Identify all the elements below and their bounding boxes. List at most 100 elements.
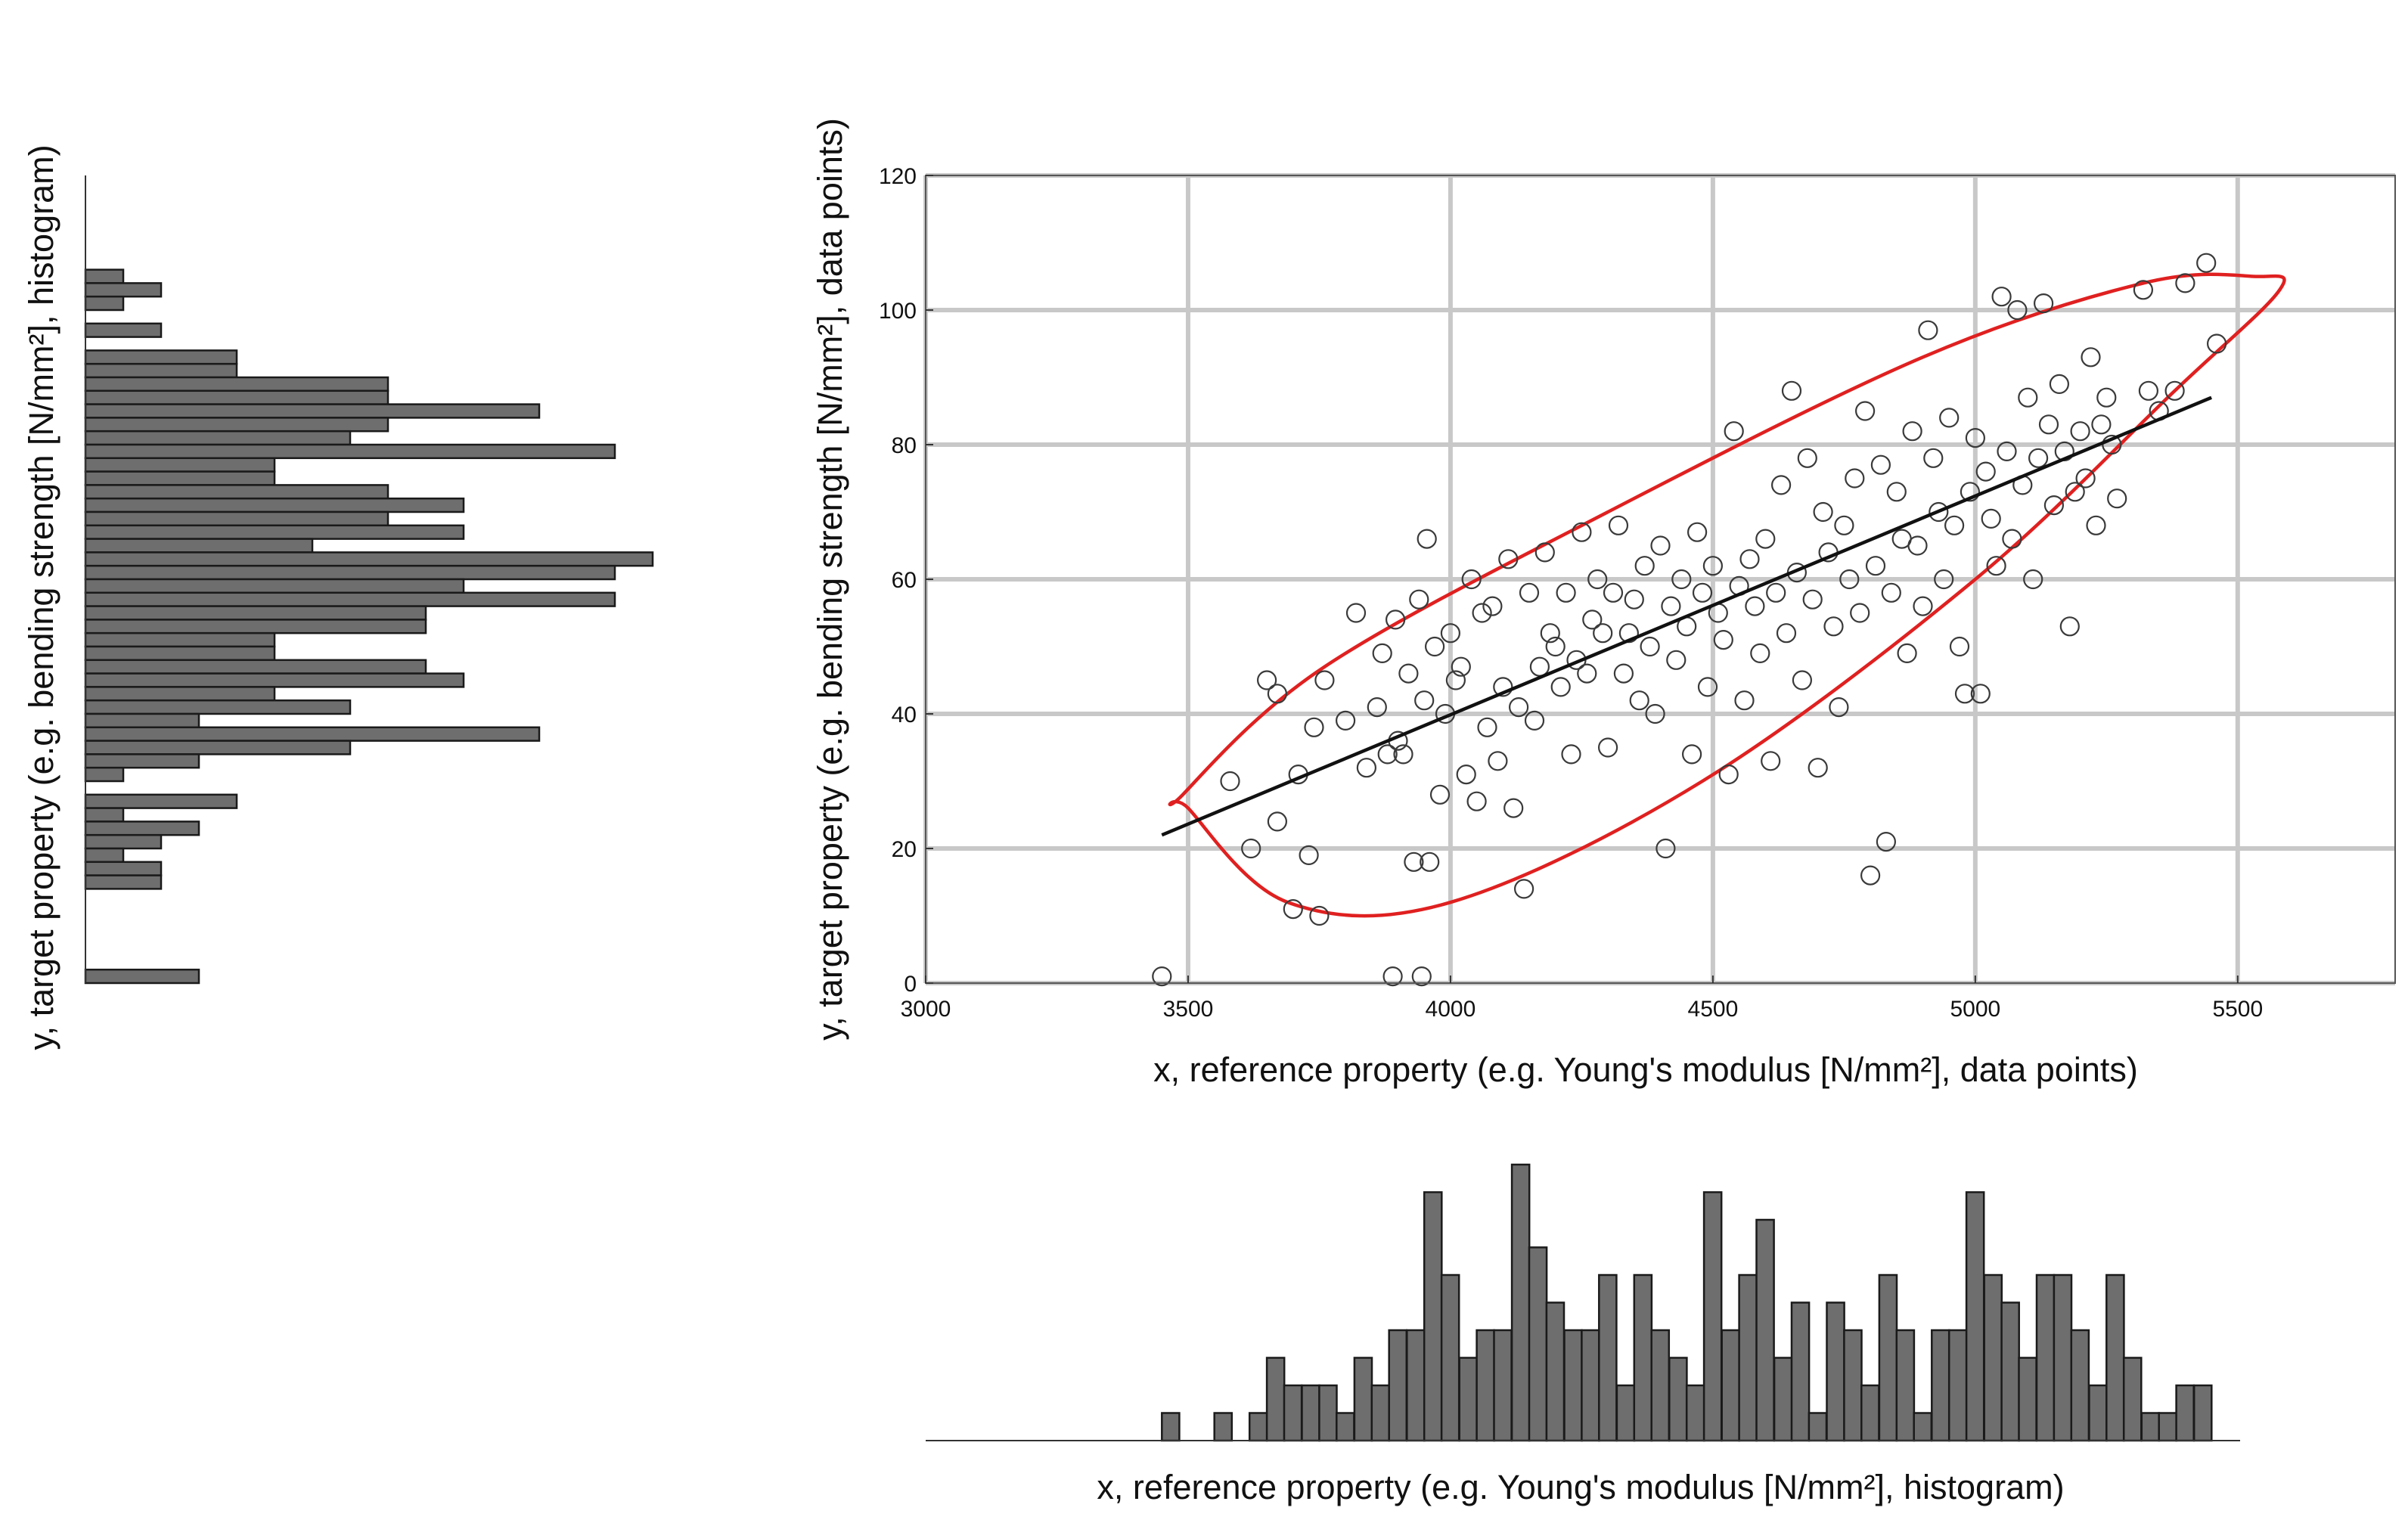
data-point <box>1671 569 1692 590</box>
data-point <box>1682 744 1702 765</box>
data-point <box>1876 831 1896 852</box>
x-histogram-bar <box>1406 1329 1426 1442</box>
data-point <box>1498 549 1519 569</box>
y-histogram-bar <box>84 712 200 729</box>
data-point <box>1309 905 1330 926</box>
y-histogram-bar <box>84 362 238 379</box>
x-histogram-bar <box>1388 1329 1408 1442</box>
y-histogram-bar <box>84 740 352 755</box>
data-point <box>1241 838 1261 859</box>
y-histogram-bar <box>84 389 389 405</box>
data-point <box>1385 610 1406 630</box>
data-point <box>1488 751 1508 771</box>
data-point <box>1855 401 1876 421</box>
data-point <box>1713 629 1733 650</box>
x-histogram-bar <box>2192 1384 2213 1442</box>
data-point <box>1865 556 1886 576</box>
data-point <box>1718 764 1739 785</box>
x-histogram-bar <box>1931 1329 1950 1442</box>
scatter-x-label: x, reference property (e.g. Young's modu… <box>1153 1050 2138 1089</box>
data-point <box>2023 569 2043 590</box>
x-histogram-bar <box>1370 1384 1391 1442</box>
data-point <box>2065 482 2085 502</box>
data-point <box>1870 454 1891 475</box>
data-point <box>2086 515 2106 535</box>
data-point <box>1545 636 1566 657</box>
x-tick-label: 4500 <box>1688 997 1739 1022</box>
y-histogram-bar <box>84 510 389 527</box>
data-point <box>1645 703 1665 724</box>
data-point <box>1650 535 1671 556</box>
y-histogram-bar <box>84 578 465 594</box>
data-point <box>1220 771 1240 792</box>
data-point <box>1508 696 1529 718</box>
data-point <box>2059 616 2080 637</box>
data-point <box>1613 663 1634 684</box>
x-histogram-bar <box>1283 1384 1303 1442</box>
confidence-ellipse <box>1168 272 2286 918</box>
data-point <box>2018 387 2038 408</box>
data-point <box>2049 374 2069 394</box>
data-point <box>2096 387 2117 408</box>
data-point <box>2175 273 2195 293</box>
x-histogram-bar <box>1650 1329 1671 1442</box>
data-point <box>1634 556 1655 576</box>
x-histogram-bar <box>2070 1329 2090 1442</box>
confidence-ellipse-group <box>1168 272 2286 918</box>
x-histogram-bar <box>1423 1191 1443 1442</box>
x-histogram-bar <box>1878 1273 1898 1442</box>
data-point <box>2002 529 2022 549</box>
y-histogram-bar <box>84 443 616 460</box>
data-point <box>1335 710 1356 731</box>
x-tick-label: 5000 <box>1950 997 2000 1022</box>
data-point <box>1424 636 1445 657</box>
data-point <box>1304 717 1324 737</box>
x-histogram-bar <box>1983 1273 2003 1442</box>
data-point <box>1860 865 1881 886</box>
data-point <box>2133 280 2153 300</box>
data-point <box>2207 333 2227 354</box>
x-histogram-bar <box>1213 1412 1233 1442</box>
x-histogram-bar <box>2035 1273 2056 1442</box>
data-point <box>1750 643 1770 664</box>
y-histogram-bar <box>84 484 389 500</box>
data-point <box>2164 380 2185 401</box>
x-histogram-bar <box>1265 1357 1286 1442</box>
x-histogram-bar <box>1808 1412 1828 1442</box>
x-histogram-bar <box>1248 1412 1268 1442</box>
data-point <box>1923 448 1944 468</box>
data-point <box>1314 670 1335 690</box>
data-point <box>1461 569 1482 590</box>
data-point <box>1393 744 1413 765</box>
y-histogram-bar <box>84 524 465 540</box>
data-point <box>1513 879 1534 899</box>
y-tick-label: 60 <box>892 568 917 593</box>
data-point <box>1445 670 1466 690</box>
data-point <box>1404 852 1424 872</box>
data-point <box>1829 696 1849 718</box>
data-point <box>1834 515 1854 535</box>
data-point <box>1377 744 1398 765</box>
data-point <box>1299 845 1319 866</box>
data-point <box>1991 287 2012 307</box>
x-histogram-bar <box>1493 1329 1513 1442</box>
data-point <box>1561 744 1581 765</box>
x-histogram-bar <box>1545 1301 1566 1442</box>
y-histogram-bar <box>84 591 616 607</box>
data-point <box>1907 535 1928 556</box>
data-point <box>2070 421 2090 442</box>
x-histogram-bar <box>2158 1412 2178 1442</box>
data-point <box>1593 623 1613 644</box>
data-point <box>2028 448 2049 468</box>
data-point <box>1345 603 1367 623</box>
x-histogram-bar <box>2175 1384 2195 1442</box>
x-histogram-bar <box>1738 1273 1758 1442</box>
data-point <box>1949 636 1970 657</box>
y-histogram-bar <box>84 726 541 742</box>
y-histogram-bar <box>84 564 616 581</box>
data-point <box>1697 677 1718 697</box>
y-histogram-bar <box>84 403 541 419</box>
x-histogram-bar <box>1947 1329 1968 1442</box>
x-histogram-bar <box>1826 1301 1845 1442</box>
